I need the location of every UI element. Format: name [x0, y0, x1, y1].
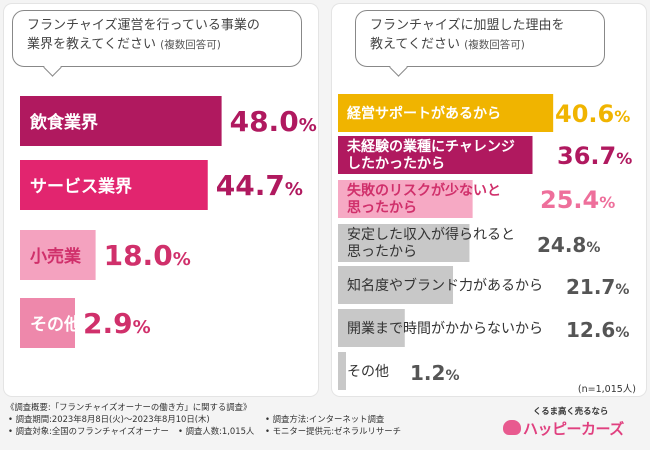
right-value-label-0: 40.6%	[555, 100, 630, 128]
left-question-line1: フランチャイズ運営を行っている事業の	[27, 18, 260, 33]
left-value-label-3: 2.9%	[83, 307, 151, 340]
right-value-label-4: 21.7%	[566, 275, 629, 299]
right-value-label-2: 25.4%	[540, 186, 615, 214]
logo-mascot-icon	[503, 420, 521, 435]
right-question-line2: 教えてください	[370, 37, 460, 52]
left-category-label-2: 小売業	[30, 246, 81, 267]
left-category-label-3: その他	[30, 314, 81, 335]
survey-count: • 調査人数:1,015人	[178, 426, 255, 436]
right-category-label-0-0: 経営サポートがあるから	[347, 105, 501, 122]
left-question-note: (複数回答可)	[160, 39, 221, 51]
logo-tagline: くるま高く売るなら	[533, 406, 609, 416]
right-category-label-3-1: 思ったから	[347, 244, 417, 260]
left-value-label-0: 48.0%	[230, 105, 317, 138]
right-category-label-5-0: 開業まで時間がかからないから	[347, 321, 543, 337]
left-category-label-1: サービス業界	[30, 176, 132, 197]
right-bar-4	[338, 266, 454, 304]
left-question-bubble: フランチャイズ運営を行っている事業の 業界を教えてください (複数回答可)	[12, 10, 302, 67]
right-value-label-1: 36.7%	[557, 142, 632, 170]
right-category-label-1-1: したかったから	[347, 156, 445, 172]
right-category-label-3-0: 安定した収入が得られると	[347, 226, 515, 243]
left-bar-2	[20, 230, 96, 280]
left-bar-0	[20, 96, 222, 146]
logo-name: ハッピーカーズ	[523, 420, 624, 438]
survey-method: • 調査方法:インターネット調査	[265, 414, 385, 424]
right-bar-5	[338, 309, 405, 347]
survey-overview: 《調査概要:「フランチャイズオーナーの働き方」に関する調査》	[6, 402, 252, 412]
sample-size-note: (n=1,015人)	[577, 384, 636, 395]
right-question-line1: フランチャイズに加盟した理由を	[370, 18, 565, 33]
left-question-line2: 業界を教えてください	[27, 37, 156, 52]
right-value-label-6: 1.2%	[410, 361, 459, 385]
left-value-label-1: 44.7%	[216, 169, 303, 202]
left-bar-1	[20, 160, 208, 210]
survey-target: • 調査対象:全国のフランチャイズオーナー	[8, 426, 169, 436]
right-bar-1	[338, 136, 533, 174]
right-bar-3	[338, 224, 470, 262]
right-category-label-2-1: 思ったから	[347, 200, 417, 216]
right-category-label-2-0: 失敗のリスクが少ないと	[347, 182, 501, 199]
survey-provider: • モニター提供元:ゼネラルリサーチ	[265, 426, 402, 436]
left-bar-3	[20, 298, 75, 348]
survey-period: • 調査期間:2023年8月8日(火)〜2023年8月10日(木)	[8, 414, 210, 424]
right-bar-0	[338, 94, 554, 132]
right-category-label-1-0: 未経験の業種にチャレンジ	[347, 138, 515, 155]
right-value-label-5: 12.6%	[566, 318, 629, 342]
left-value-label-2: 18.0%	[104, 239, 191, 272]
right-category-label-6-0: その他	[347, 364, 389, 380]
right-value-label-3: 24.8%	[537, 233, 600, 257]
right-bar-2	[338, 180, 473, 218]
right-question-bubble: フランチャイズに加盟した理由を 教えてください (複数回答可)	[355, 10, 605, 67]
right-question-note: (複数回答可)	[464, 39, 525, 51]
survey-footer: 《調査概要:「フランチャイズオーナーの働き方」に関する調査》 • 調査期間:20…	[0, 398, 650, 450]
right-category-label-4-0: 知名度やブランド力があるから	[347, 277, 543, 294]
right-bar-6	[338, 352, 346, 390]
left-category-label-0: 飲食業界	[29, 112, 98, 133]
